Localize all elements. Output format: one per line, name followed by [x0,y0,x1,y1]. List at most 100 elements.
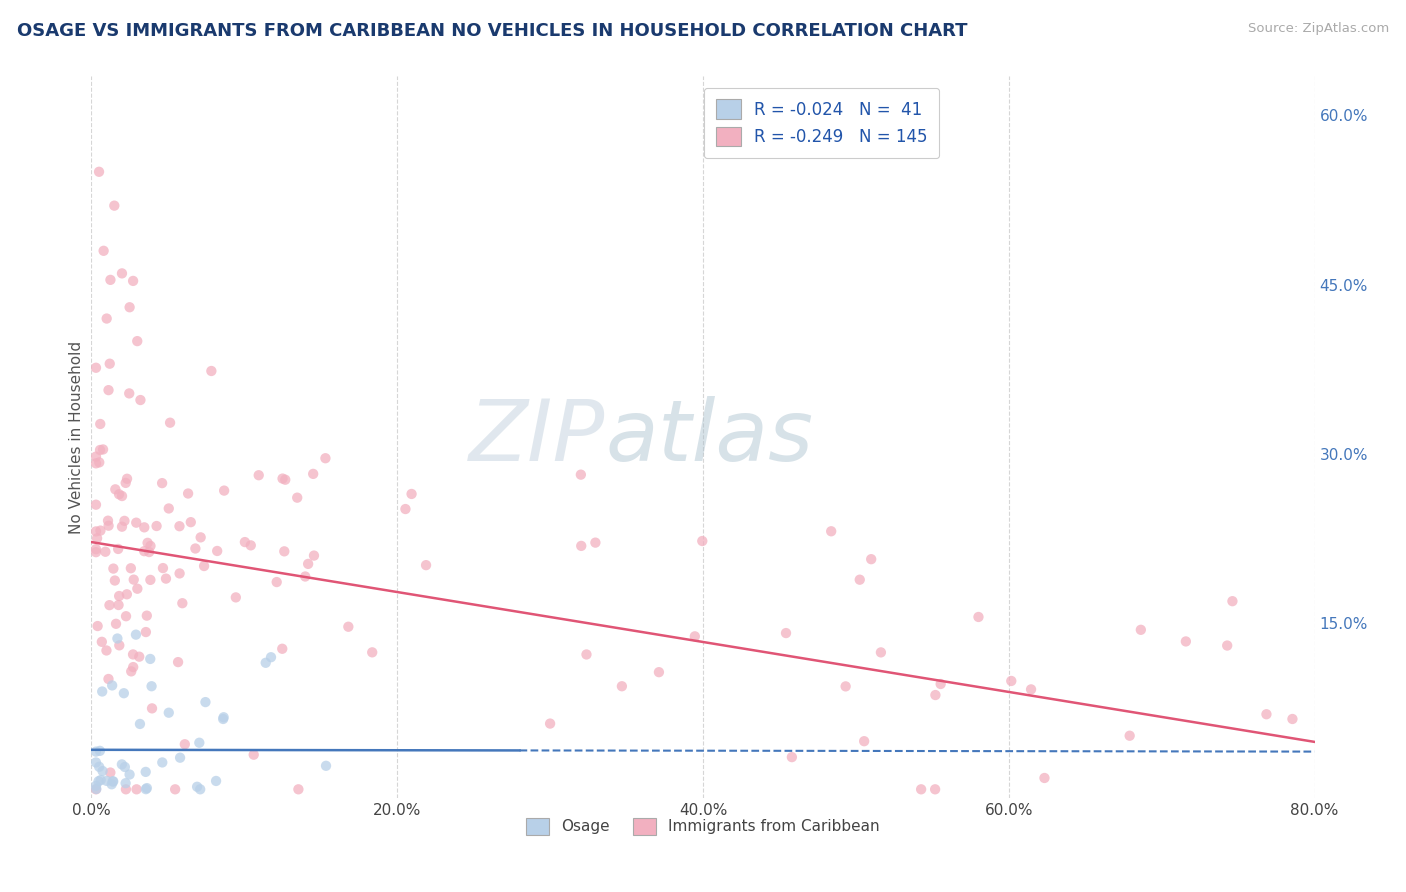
Point [120,561,142,575]
Point [929,677,952,691]
Point [1174,634,1197,648]
Point [93,244,115,258]
Point [84,782,107,797]
Point [834,679,856,693]
Point [84,524,107,539]
Point [780,750,803,764]
Point [136,536,159,550]
Point [135,782,157,797]
Point [212,483,235,498]
Text: Source: ZipAtlas.com: Source: ZipAtlas.com [1249,22,1389,36]
Point [84,779,107,793]
Point [152,561,174,575]
Point [97,672,120,686]
Point [118,386,141,401]
Point [169,566,191,581]
Point [89,524,111,538]
Point [96,311,118,326]
Point [98,765,121,780]
Point [111,266,134,280]
Point [820,524,842,539]
Point [103,561,125,575]
Point [89,455,111,469]
Point [575,648,598,662]
Point [114,514,136,528]
Point [853,734,876,748]
Point [848,573,870,587]
Point [112,686,135,700]
Point [337,620,360,634]
Point [247,468,270,483]
Point [84,542,107,557]
Point [84,745,107,759]
Point [108,589,131,603]
Point [1222,594,1244,608]
Point [84,498,107,512]
Point [129,717,152,731]
Point [190,530,212,544]
Point [134,520,156,534]
Point [115,472,138,486]
Point [683,629,706,643]
Point [87,774,110,789]
Point [89,744,111,758]
Point [96,773,118,788]
Point [89,760,111,774]
Point [287,782,309,797]
Point [1256,707,1278,722]
Point [84,456,107,470]
Point [188,736,211,750]
Point [924,782,946,797]
Point [100,273,122,287]
Point [115,782,138,797]
Point [98,598,121,612]
Point [1281,712,1303,726]
Point [172,596,194,610]
Point [775,626,797,640]
Point [86,619,108,633]
Point [394,502,416,516]
Point [1118,729,1140,743]
Point [125,627,148,641]
Point [271,472,294,486]
Point [254,656,277,670]
Point [239,538,262,552]
Point [212,712,235,726]
Point [273,544,295,558]
Point [105,616,128,631]
Point [114,475,136,490]
Point [180,515,202,529]
Point [84,545,107,559]
Point [1019,682,1042,697]
Point [118,767,141,781]
Point [167,655,190,669]
Point [233,535,256,549]
Point [205,544,228,558]
Point [173,737,195,751]
Point [91,442,114,457]
Point [98,357,121,371]
Point [127,334,149,348]
Point [266,575,288,590]
Point [97,383,120,397]
Point [159,416,181,430]
Point [315,759,337,773]
Point [107,632,129,646]
Point [120,665,142,679]
Point [115,609,138,624]
Point [122,573,145,587]
Point [84,756,107,770]
Point [1033,771,1056,785]
Point [135,781,157,796]
Point [583,535,606,549]
Point [97,518,120,533]
Point [108,487,131,501]
Point [538,716,561,731]
Point [910,782,932,797]
Point [115,587,138,601]
Point [186,780,208,794]
Text: OSAGE VS IMMIGRANTS FROM CARIBBEAN NO VEHICLES IN HOUSEHOLD CORRELATION CHART: OSAGE VS IMMIGRANTS FROM CARIBBEAN NO VE… [17,22,967,40]
Point [90,635,112,649]
Point [107,541,129,556]
Point [128,649,150,664]
